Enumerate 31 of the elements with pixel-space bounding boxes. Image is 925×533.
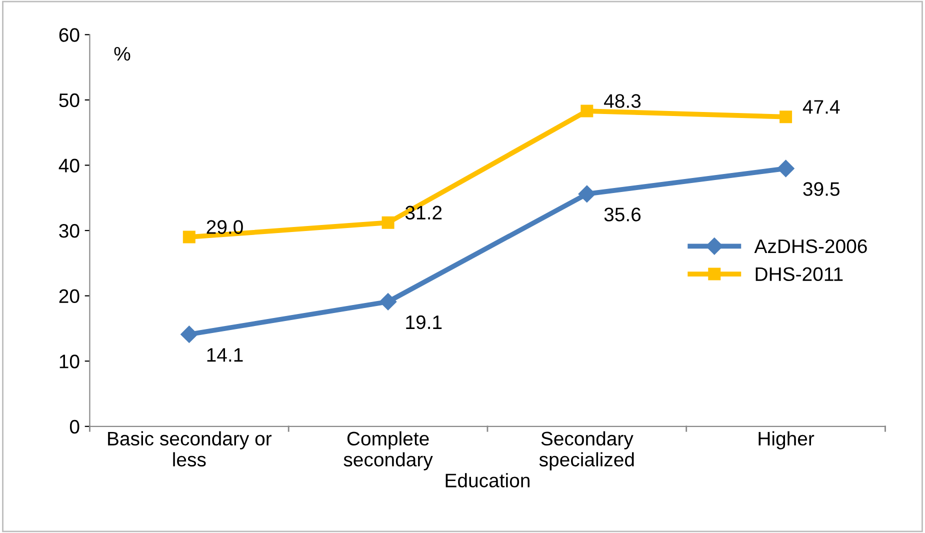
- legend-label: DHS-2011: [756, 267, 843, 282]
- x-tick-label: Complete secondary: [344, 431, 433, 470]
- point: [379, 293, 397, 310]
- y-tick-label: 0: [70, 420, 80, 434]
- x-tick-label: Secondary specialized: [539, 431, 634, 470]
- data-label: 14.1: [207, 348, 243, 362]
- data-label: 48.3: [604, 94, 641, 108]
- point: [580, 104, 594, 118]
- point: [182, 230, 196, 244]
- y-tick-label: 40: [58, 158, 80, 172]
- data-label: 35.6: [604, 208, 641, 222]
- y-tick-label: 20: [59, 289, 80, 304]
- point: [180, 326, 198, 343]
- data-label: 47.4: [802, 100, 840, 114]
- y-tick-label: 30: [59, 224, 80, 238]
- data-label: 19.1: [406, 315, 442, 330]
- y-tick-label: 50: [59, 93, 80, 108]
- y-axis-title: %: [114, 46, 130, 61]
- data-label: 31.2: [405, 206, 442, 220]
- data-label: 29.0: [206, 220, 243, 234]
- point: [578, 185, 596, 203]
- x-axis-title: Education: [446, 473, 530, 488]
- legend-label: AzDHS-2006: [754, 239, 867, 254]
- x-tick-label: Higher: [758, 431, 814, 450]
- x-tick-label: Basic secondary or less: [108, 431, 272, 466]
- point: [382, 216, 394, 229]
- y-tick-label: 10: [60, 354, 80, 368]
- point: [780, 110, 792, 124]
- data-label: 39.5: [803, 182, 840, 196]
- point: [777, 160, 794, 178]
- y-tick-label: 60: [59, 28, 80, 42]
